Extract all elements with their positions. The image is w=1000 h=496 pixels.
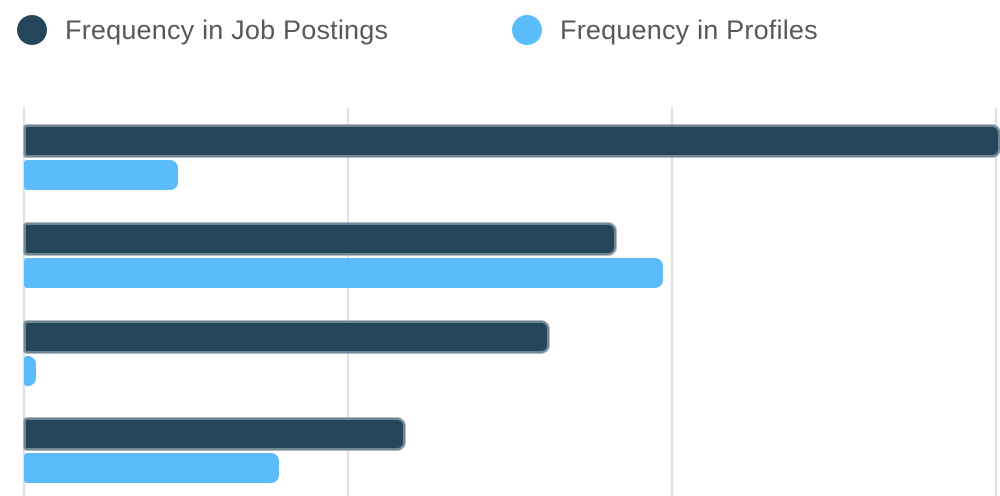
- legend-item-profiles[interactable]: Frequency in Profiles: [512, 14, 818, 46]
- legend-dot-job-postings-icon: [17, 15, 47, 45]
- bar-job-postings-row-4: [24, 418, 406, 450]
- legend-label-profiles: Frequency in Profiles: [560, 15, 818, 45]
- gridline: [995, 108, 997, 496]
- bar-profiles-row-3: [24, 356, 36, 386]
- legend-item-job-postings[interactable]: Frequency in Job Postings: [17, 14, 388, 46]
- bar-profiles-row-4: [24, 453, 279, 483]
- bar-profiles-row-1: [24, 160, 178, 190]
- gridline: [23, 108, 25, 496]
- legend-dot-profiles-icon: [512, 15, 542, 45]
- bar-chart-plot-area: [0, 108, 1000, 496]
- bar-job-postings-row-1: [24, 125, 1000, 157]
- bar-job-postings-row-3: [24, 321, 549, 353]
- legend-label-job-postings: Frequency in Job Postings: [65, 15, 389, 45]
- gridline: [671, 108, 674, 496]
- gridline: [346, 108, 349, 496]
- bar-profiles-row-2: [24, 258, 663, 288]
- bar-job-postings-row-2: [24, 223, 616, 255]
